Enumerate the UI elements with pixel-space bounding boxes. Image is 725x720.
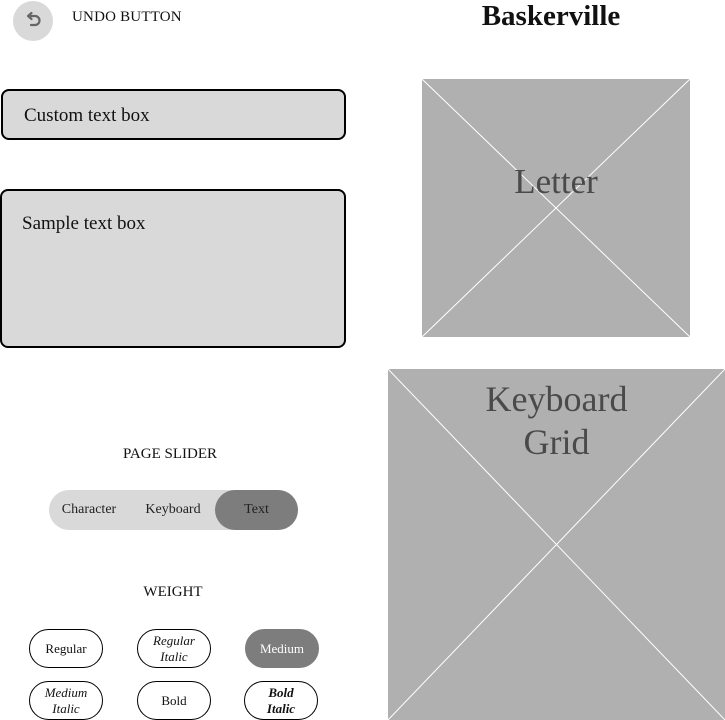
placeholder-cross-icon: [422, 79, 690, 337]
custom-text-box-value: Custom text box: [24, 105, 150, 126]
weight-bold-italic-line1: Bold: [268, 684, 294, 700]
weight-bold-italic-label: Bold Italic: [267, 685, 295, 717]
custom-text-box[interactable]: Custom text box: [1, 89, 346, 140]
weight-regular-italic-line1: Regular: [153, 632, 195, 648]
weight-bold-button[interactable]: Bold: [137, 681, 211, 720]
page-slider-title: PAGE SLIDER: [122, 446, 218, 462]
weight-bold-label: Bold: [161, 692, 187, 708]
page-slider[interactable]: Character Keyboard Text: [49, 490, 298, 530]
weight-regular-button[interactable]: Regular: [29, 629, 103, 668]
slider-option-character[interactable]: Character: [61, 502, 117, 517]
weight-medium-italic-label: Medium Italic: [45, 685, 88, 717]
weight-bold-italic-line2: Italic: [266, 700, 296, 716]
keyboard-grid-label-line1: Keyboard: [485, 379, 628, 419]
weight-title: WEIGHT: [143, 584, 203, 600]
slider-option-keyboard[interactable]: Keyboard: [145, 502, 201, 517]
keyboard-grid-label-line2: Grid: [523, 422, 590, 462]
keyboard-grid[interactable]: Keyboard Grid: [388, 369, 725, 720]
weight-bold-italic-button[interactable]: Bold Italic: [244, 681, 318, 720]
weight-medium-label: Medium: [259, 640, 305, 656]
sample-text-box[interactable]: Sample text box: [0, 189, 346, 348]
letter-preview-label: Letter: [514, 162, 598, 201]
weight-medium-italic-button[interactable]: Medium Italic: [29, 681, 103, 720]
weight-medium-italic-line2: Italic: [52, 700, 80, 716]
undo-arrow-icon: [23, 11, 43, 31]
letter-preview: Letter: [422, 79, 690, 337]
weight-regular-italic-button[interactable]: Regular Italic: [137, 629, 211, 668]
weight-regular-label: Regular: [45, 640, 87, 656]
weight-regular-italic-line2: Italic: [160, 648, 188, 664]
undo-label: UNDO BUTTON: [72, 9, 182, 25]
undo-button[interactable]: [13, 1, 53, 41]
weight-medium-italic-line1: Medium: [44, 684, 88, 700]
placeholder-cross-icon: [388, 369, 725, 720]
weight-regular-italic-label: Regular Italic: [153, 633, 195, 665]
keyboard-grid-label: Keyboard Grid: [388, 378, 725, 464]
sample-text-box-value: Sample text box: [22, 213, 146, 234]
weight-medium-button[interactable]: Medium: [245, 629, 319, 668]
page-title: Baskerville: [481, 0, 621, 32]
slider-option-text[interactable]: Text: [215, 490, 298, 530]
